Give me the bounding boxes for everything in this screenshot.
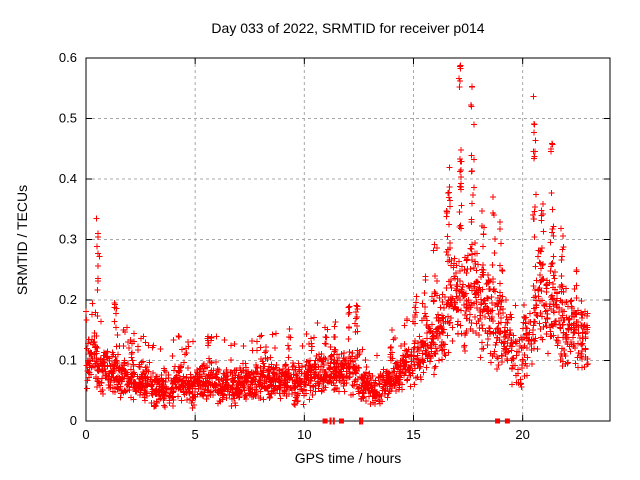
zero-value-marker-tick <box>359 417 362 425</box>
chart-title: Day 033 of 2022, SRMTID for receiver p01… <box>211 20 485 36</box>
data-points <box>83 62 591 411</box>
y-tick-label: 0.5 <box>59 111 77 126</box>
x-tick-label: 15 <box>406 427 420 442</box>
x-tick-label: 5 <box>192 427 199 442</box>
x-tick-label: 20 <box>515 427 529 442</box>
y-tick-label: 0.3 <box>59 232 77 247</box>
y-tick-label: 0.4 <box>59 171 77 186</box>
y-tick-label: 0.2 <box>59 292 77 307</box>
y-axis-label: SRMTID / TECUs <box>14 184 30 296</box>
zero-value-marker-square <box>338 418 344 424</box>
zero-value-marker-square <box>504 418 510 424</box>
x-tick-label: 10 <box>297 427 311 442</box>
x-tick-label: 0 <box>82 427 89 442</box>
zero-value-marker-tick <box>329 417 332 425</box>
y-tick-label: 0.6 <box>59 50 77 65</box>
zero-value-marker-tick <box>361 417 364 425</box>
axis-ticks <box>85 57 610 422</box>
zero-value-marker-tick <box>332 417 335 425</box>
zero-value-marker-square <box>322 418 328 424</box>
y-tick-label: 0.1 <box>59 353 77 368</box>
x-axis-label: GPS time / hours <box>294 450 402 466</box>
zero-value-marker-square <box>495 418 501 424</box>
y-tick-label: 0 <box>70 413 77 428</box>
grid-lines <box>86 58 610 421</box>
